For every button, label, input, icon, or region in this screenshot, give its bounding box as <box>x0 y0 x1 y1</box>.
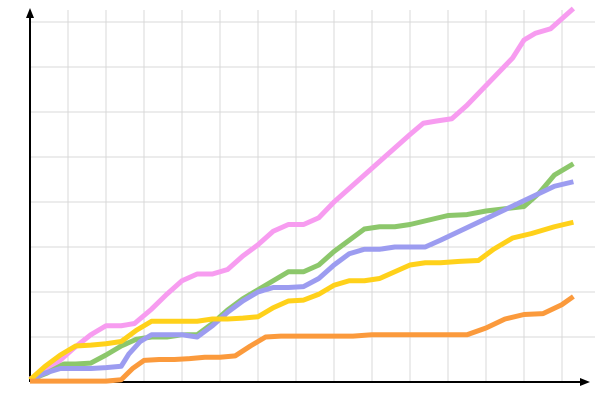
series-line-pink-series <box>28 6 576 382</box>
x-axis-arrow-icon <box>580 378 590 386</box>
series-line-green-series <box>29 161 575 383</box>
series-line-purple-series <box>28 179 574 383</box>
y-axis-arrow-icon <box>26 8 34 18</box>
series-lines <box>28 6 576 384</box>
series-line-orange-series <box>30 294 575 384</box>
series-line-yellow-series <box>28 219 574 382</box>
grid-lines <box>30 10 595 382</box>
axes <box>26 8 590 386</box>
